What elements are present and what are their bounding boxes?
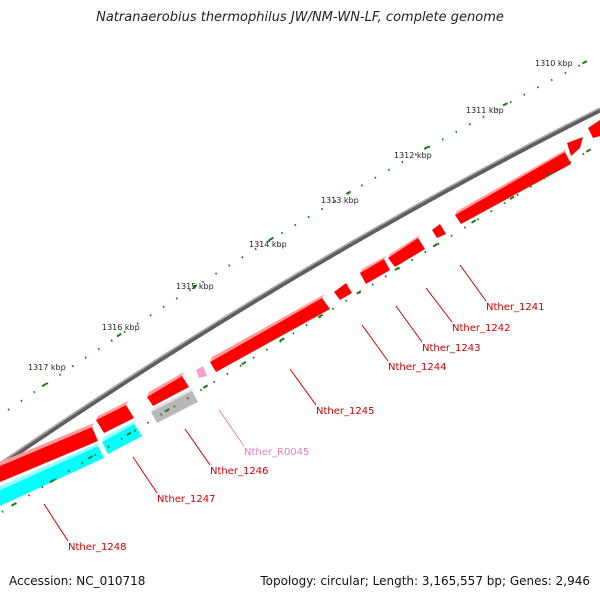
gene-arrow-nther-1241-b[interactable]: [567, 137, 583, 156]
gene-arrow-nther-1240[interactable]: [588, 120, 600, 138]
tick-label-1311: 1311 kbp: [466, 106, 504, 115]
map-title: Natranaerobius thermophilus JW/NM-WN-LF,…: [96, 10, 504, 25]
gene-arrow-nther-1241-top: [455, 149, 567, 215]
tick-label-1313: 1313 kbp: [321, 196, 359, 205]
gene-arrow-nther-1245[interactable]: [210, 298, 330, 372]
rna-arrow-nther-r0045[interactable]: [196, 366, 207, 378]
gene-arrow-nther-1243[interactable]: [388, 238, 425, 267]
tick-labels: 1310 kbp 1311 kbp 1312 kbp 1313 kbp 1314…: [28, 59, 573, 372]
leader-nther-r0045: [218, 409, 245, 447]
gene-arrow-nther-1247[interactable]: [96, 405, 134, 433]
pseudo-arrow-nther-1246[interactable]: [151, 391, 198, 423]
gene-label-nther-1241[interactable]: Nther_1241: [486, 302, 544, 313]
leader-nther-1248: [43, 503, 69, 542]
genome-backbone: [0, 107, 600, 468]
gene-labels: Nther_1241 Nther_1242 Nther_1243 Nther_1…: [68, 302, 544, 553]
gene-arrow-nther-1246-top: [147, 372, 184, 397]
tick-label-1314: 1314 kbp: [249, 240, 287, 249]
tick-label-1315: 1315 kbp: [176, 282, 214, 291]
forward-features: [0, 120, 600, 482]
leader-nther-1246: [184, 428, 211, 466]
gene-arrow-nther-1241[interactable]: [455, 152, 571, 224]
gene-arrow-nther-1244-top: [360, 256, 386, 273]
leader-nther-1244: [361, 324, 389, 362]
accession-text: Accession: NC_010718: [9, 574, 146, 588]
tick-label-1317: 1317 kbp: [28, 363, 66, 372]
gene-label-nther-1244[interactable]: Nther_1244: [388, 362, 446, 373]
gene-arrow-nther-1247-b-top: [0, 423, 94, 466]
tick-label-1310: 1310 kbp: [535, 59, 573, 68]
leader-nther-1243: [395, 305, 423, 343]
gene-arrow-nther-1247-b[interactable]: [0, 427, 98, 482]
gene-arrow-nther-1245-top: [210, 294, 325, 362]
gene-arrow-nther-1246[interactable]: [147, 376, 189, 406]
gene-label-nther-r0045[interactable]: Nther_R0045: [244, 447, 309, 458]
gene-label-nther-1246[interactable]: Nther_1246: [210, 466, 268, 477]
genome-backbone-highlight: [0, 107, 600, 464]
gene-arrow-nther-1248-a-top: [102, 420, 136, 442]
gene-arrow-nther-1244[interactable]: [360, 259, 390, 284]
label-leader-lines: [43, 264, 487, 542]
genome-info-text: Topology: circular; Length: 3,165,557 bp…: [260, 574, 590, 588]
gene-label-nther-1248[interactable]: Nther_1248: [68, 542, 126, 553]
gene-label-nther-1242[interactable]: Nther_1242: [452, 323, 510, 334]
gene-arrow-nther-1242[interactable]: [432, 224, 446, 238]
leader-nther-1242: [425, 287, 453, 323]
tick-label-1312: 1312 kbp: [394, 151, 432, 160]
tick-label-1316: 1316 kbp: [102, 323, 140, 332]
gene-arrow-nther-1247-top: [96, 401, 128, 420]
gene-arrow-nther-1248[interactable]: [0, 446, 104, 506]
gene-arrow-nther-1243-top: [388, 235, 420, 258]
gene-arrow-nther-1245a[interactable]: [334, 283, 352, 300]
gene-arrow-nther-1248-top: [0, 442, 100, 490]
gene-label-nther-1247[interactable]: Nther_1247: [157, 494, 215, 505]
leader-nther-1241: [459, 264, 487, 302]
leader-nther-1247: [132, 456, 158, 494]
gene-label-nther-1245[interactable]: Nther_1245: [316, 406, 374, 417]
pseudo-arrow-nther-1246-top: [151, 388, 194, 412]
leader-nther-1245: [289, 368, 317, 406]
gene-label-nther-1243[interactable]: Nther_1243: [422, 343, 480, 354]
